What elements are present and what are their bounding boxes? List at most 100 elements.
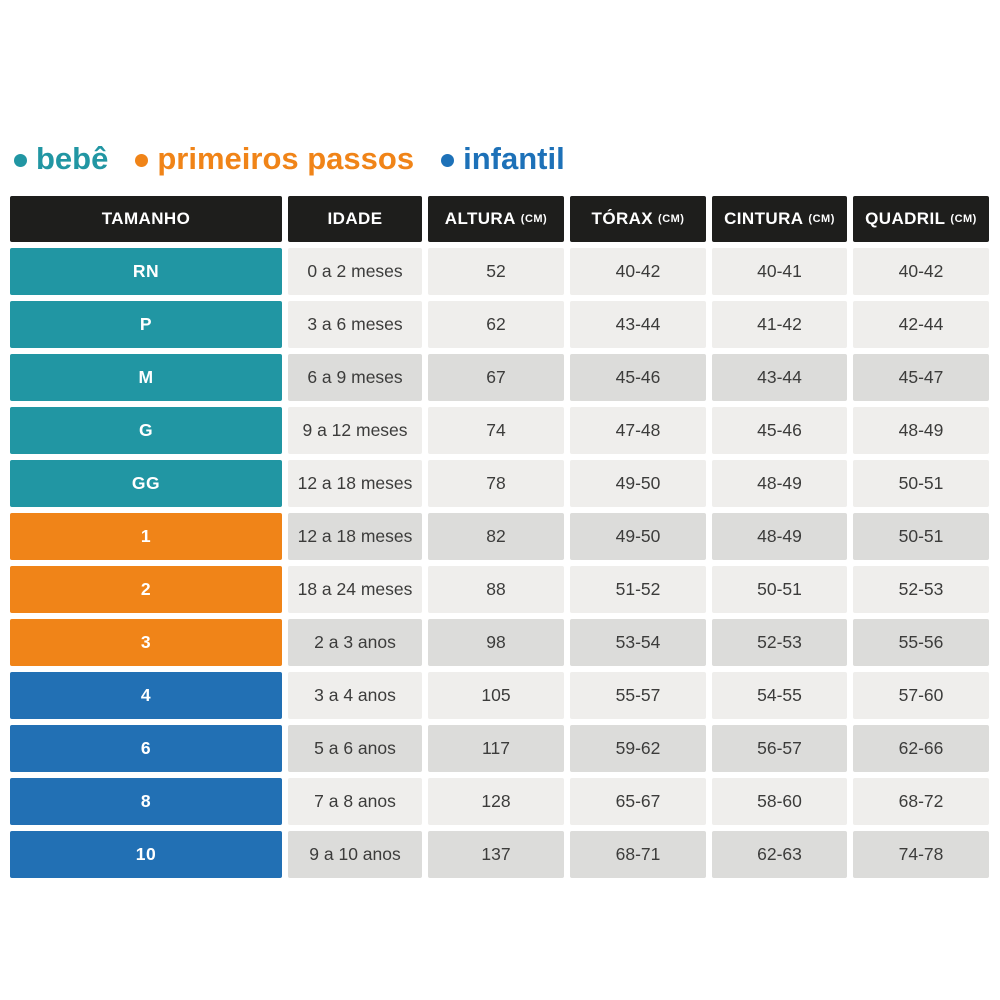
- header-unit: (CM): [808, 213, 835, 225]
- cell-size: 2: [10, 566, 282, 613]
- header-label: CINTURA: [724, 209, 804, 228]
- cell-torax: 53-54: [570, 619, 706, 666]
- cell-idade: 5 a 6 anos: [288, 725, 422, 772]
- bullet-icon: [14, 153, 27, 167]
- cell-altura: 78: [428, 460, 564, 507]
- cell-torax: 43-44: [570, 301, 706, 348]
- header-tamanho: TAMANHO: [10, 196, 282, 242]
- cell-idade: 9 a 10 anos: [288, 831, 422, 878]
- cell-torax: 65-67: [570, 778, 706, 825]
- header-unit: (CM): [520, 213, 548, 225]
- cell-cintura: 41-42: [712, 301, 847, 348]
- legend: bebê primeiros passos infantil: [14, 143, 565, 174]
- header-label: TÓRAX: [591, 209, 654, 228]
- cell-size: M: [10, 354, 282, 401]
- cell-size: GG: [10, 460, 282, 507]
- cell-quadril: 57-60: [853, 672, 989, 719]
- cell-size: P: [10, 301, 282, 348]
- cell-idade: 3 a 4 anos: [288, 672, 422, 719]
- cell-cintura: 48-49: [712, 513, 847, 560]
- cell-altura: 98: [428, 619, 564, 666]
- legend-label: primeiros passos: [157, 141, 415, 176]
- cell-torax: 47-48: [570, 407, 706, 454]
- size-table: TAMANHO IDADE ALTURA (CM) TÓRAX (CM) CINTU…: [10, 196, 989, 878]
- cell-idade: 18 a 24 meses: [288, 566, 422, 613]
- cell-torax: 45-46: [570, 354, 706, 401]
- cell-cintura: 62-63: [712, 831, 847, 878]
- cell-size: 1: [10, 513, 282, 560]
- cell-quadril: 52-53: [853, 566, 989, 613]
- cell-altura: 105: [428, 672, 564, 719]
- cell-cintura: 50-51: [712, 566, 847, 613]
- bullet-icon: [135, 153, 149, 167]
- cell-torax: 55-57: [570, 672, 706, 719]
- cell-quadril: 50-51: [853, 513, 989, 560]
- header-label: TAMANHO: [101, 209, 191, 228]
- cell-quadril: 45-47: [853, 354, 989, 401]
- cell-quadril: 42-44: [853, 301, 989, 348]
- header-unit: (CM): [950, 213, 977, 225]
- header-altura: ALTURA (CM): [428, 196, 564, 242]
- cell-cintura: 54-55: [712, 672, 847, 719]
- cell-altura: 88: [428, 566, 564, 613]
- legend-item-primeiros-passos: primeiros passos: [135, 143, 414, 174]
- cell-cintura: 45-46: [712, 407, 847, 454]
- cell-altura: 62: [428, 301, 564, 348]
- cell-size: G: [10, 407, 282, 454]
- cell-size: 3: [10, 619, 282, 666]
- header-label: ALTURA: [444, 209, 516, 228]
- cell-altura: 52: [428, 248, 564, 295]
- bullet-icon: [441, 153, 455, 167]
- cell-idade: 3 a 6 meses: [288, 301, 422, 348]
- header-cintura: CINTURA (CM): [712, 196, 847, 242]
- cell-size: 4: [10, 672, 282, 719]
- header-label: IDADE: [327, 209, 383, 228]
- cell-size: 6: [10, 725, 282, 772]
- cell-altura: 67: [428, 354, 564, 401]
- cell-idade: 0 a 2 meses: [288, 248, 422, 295]
- legend-item-infantil: infantil: [441, 143, 565, 174]
- legend-label: bebê: [36, 141, 109, 176]
- cell-altura: 128: [428, 778, 564, 825]
- legend-label: infantil: [463, 141, 565, 176]
- cell-quadril: 48-49: [853, 407, 989, 454]
- cell-cintura: 58-60: [712, 778, 847, 825]
- cell-cintura: 40-41: [712, 248, 847, 295]
- cell-cintura: 48-49: [712, 460, 847, 507]
- cell-torax: 49-50: [570, 513, 706, 560]
- cell-quadril: 74-78: [853, 831, 989, 878]
- cell-quadril: 62-66: [853, 725, 989, 772]
- cell-idade: 2 a 3 anos: [288, 619, 422, 666]
- cell-size: 10: [10, 831, 282, 878]
- header-unit: (CM): [658, 213, 685, 225]
- cell-quadril: 40-42: [853, 248, 989, 295]
- header-quadril: QUADRIL (CM): [853, 196, 989, 242]
- cell-altura: 82: [428, 513, 564, 560]
- cell-quadril: 68-72: [853, 778, 989, 825]
- cell-quadril: 55-56: [853, 619, 989, 666]
- cell-torax: 49-50: [570, 460, 706, 507]
- cell-cintura: 56-57: [712, 725, 847, 772]
- cell-altura: 117: [428, 725, 564, 772]
- cell-size: 8: [10, 778, 282, 825]
- cell-idade: 12 a 18 meses: [288, 513, 422, 560]
- cell-altura: 74: [428, 407, 564, 454]
- cell-torax: 51-52: [570, 566, 706, 613]
- header-label: QUADRIL: [865, 209, 946, 228]
- cell-cintura: 43-44: [712, 354, 847, 401]
- header-idade: IDADE: [288, 196, 422, 242]
- cell-idade: 6 a 9 meses: [288, 354, 422, 401]
- cell-torax: 59-62: [570, 725, 706, 772]
- cell-torax: 68-71: [570, 831, 706, 878]
- cell-idade: 12 a 18 meses: [288, 460, 422, 507]
- cell-size: RN: [10, 248, 282, 295]
- cell-cintura: 52-53: [712, 619, 847, 666]
- header-torax: TÓRAX (CM): [570, 196, 706, 242]
- cell-torax: 40-42: [570, 248, 706, 295]
- cell-quadril: 50-51: [853, 460, 989, 507]
- cell-idade: 7 a 8 anos: [288, 778, 422, 825]
- cell-idade: 9 a 12 meses: [288, 407, 422, 454]
- cell-altura: 137: [428, 831, 564, 878]
- legend-item-bebe: bebê: [14, 143, 108, 174]
